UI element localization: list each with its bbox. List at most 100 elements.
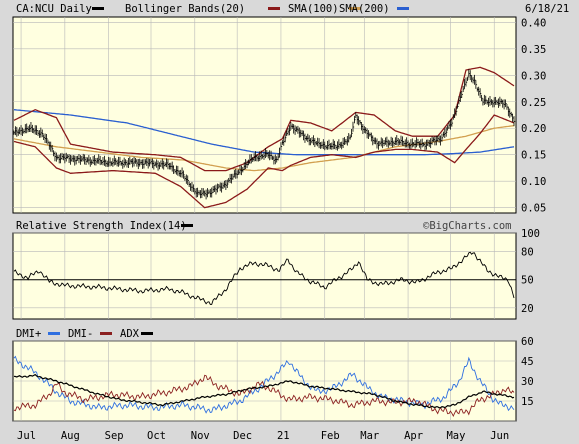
x-tick-label: Feb xyxy=(321,430,340,442)
price-bar xyxy=(503,99,506,110)
price-bar xyxy=(226,179,229,188)
price-bar xyxy=(143,159,146,169)
price-bar xyxy=(156,159,158,168)
rsi-y-tick-label: 100 xyxy=(521,228,540,240)
price-bar xyxy=(101,159,103,165)
price-bar xyxy=(387,139,390,148)
price-bar xyxy=(67,154,69,159)
price-bar xyxy=(136,159,139,167)
price-bar xyxy=(26,123,28,134)
price-bar xyxy=(303,130,305,141)
price-bar xyxy=(75,156,78,165)
price-bar xyxy=(125,159,127,166)
price-bar xyxy=(505,99,507,108)
price-bar xyxy=(390,136,393,147)
price-bar xyxy=(109,157,112,167)
price-bar xyxy=(307,133,309,143)
price-bar xyxy=(54,151,57,162)
rsi-y-tick-label: 20 xyxy=(521,303,534,315)
x-tick-label: Sep xyxy=(105,430,124,442)
price-bar xyxy=(53,150,55,157)
price-bar xyxy=(224,180,226,188)
price-bar xyxy=(77,155,79,161)
price-bar xyxy=(445,127,448,137)
bollinger-upper-line xyxy=(13,66,515,172)
price-bar xyxy=(15,126,17,136)
x-tick-label: Apr xyxy=(404,430,423,442)
price-bar xyxy=(246,160,249,169)
price-bar xyxy=(205,189,208,200)
price-bar xyxy=(423,142,425,147)
price-bar xyxy=(139,158,141,167)
price-y-tick-label: 0.20 xyxy=(521,123,546,135)
price-bar xyxy=(255,151,257,162)
price-bar xyxy=(348,133,350,143)
price-bar xyxy=(55,152,58,162)
price-bar xyxy=(92,156,95,165)
price-bar xyxy=(383,140,386,147)
price-bar xyxy=(194,188,196,195)
x-tick-label: Aug xyxy=(61,430,80,442)
price-bar xyxy=(283,136,285,146)
price-bar xyxy=(462,85,465,92)
price-bar xyxy=(424,141,427,151)
price-bar xyxy=(339,142,342,148)
price-bar xyxy=(212,186,215,193)
x-tick-label: Jul xyxy=(17,430,36,442)
price-bar xyxy=(496,99,499,106)
price-bar xyxy=(358,116,360,126)
price-bar xyxy=(146,157,148,166)
bollinger-lower-line xyxy=(13,114,515,209)
price-bar xyxy=(180,169,182,178)
price-bar xyxy=(201,187,204,199)
price-bar xyxy=(274,154,277,165)
price-bar xyxy=(95,157,98,166)
adx-label: ADX xyxy=(120,328,140,340)
price-bar xyxy=(29,124,31,132)
price-bar xyxy=(225,179,228,190)
price-bar xyxy=(499,96,502,107)
price-bar xyxy=(276,156,278,163)
price-bar xyxy=(91,159,93,165)
price-bar xyxy=(197,187,199,198)
price-bar xyxy=(476,87,479,92)
price-bar xyxy=(277,153,280,161)
price-bar xyxy=(65,152,68,162)
price-bar xyxy=(342,137,345,148)
price-bar xyxy=(353,115,356,124)
price-bar xyxy=(144,159,147,165)
price-bar xyxy=(135,158,137,164)
price-y-tick-label: 0.35 xyxy=(521,44,546,56)
price-bar xyxy=(373,137,376,145)
price-bar xyxy=(386,136,389,147)
price-bar xyxy=(327,140,329,150)
price-bar xyxy=(154,161,157,167)
price-bar xyxy=(457,103,459,109)
price-bar xyxy=(379,140,382,146)
price-panel: 0.05 0.10 0.15 0.20 0.25 0.30 0.35 0.40 CA:NCU … xyxy=(12,3,569,215)
price-bar xyxy=(393,140,396,147)
price-bar xyxy=(447,125,449,131)
price-bar xyxy=(356,114,359,125)
price-bar xyxy=(413,142,415,147)
price-bar xyxy=(361,122,363,131)
price-bar xyxy=(394,137,397,145)
price-bar xyxy=(308,135,311,146)
price-bar xyxy=(96,157,99,164)
price-bar xyxy=(428,139,431,147)
price-bar xyxy=(63,153,65,161)
price-bar xyxy=(118,156,120,167)
price-bar xyxy=(442,131,445,137)
price-bar xyxy=(434,136,437,146)
price-bar xyxy=(241,165,243,176)
price-bar xyxy=(233,170,236,178)
price-bar xyxy=(359,119,362,125)
price-bar xyxy=(479,88,482,99)
price-bar xyxy=(211,187,213,198)
price-bar xyxy=(68,154,71,163)
price-bar xyxy=(315,141,318,146)
price-bar xyxy=(485,95,487,105)
price-bar xyxy=(87,157,89,163)
price-bar xyxy=(252,157,254,162)
price-bar xyxy=(57,155,59,160)
